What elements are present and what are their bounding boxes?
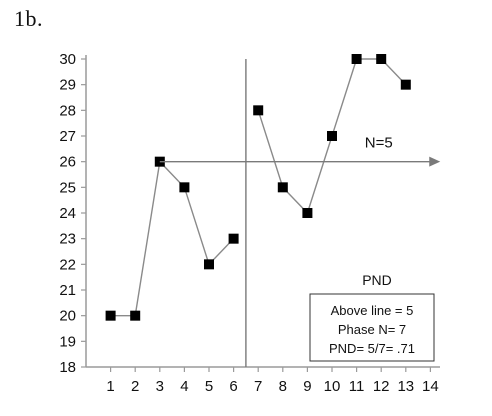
- x-tick-label: 11: [349, 378, 365, 395]
- chart-annotations: N=5 PND Above line = 5 Phase N= 7 PND= 5/7= …: [159, 135, 441, 362]
- x-tick-label: 8: [279, 378, 287, 395]
- reference-line-arrowhead: [429, 156, 441, 167]
- x-tick-label: 2: [131, 378, 139, 395]
- data-point: [130, 310, 141, 321]
- data-point: [179, 182, 190, 193]
- data-point: [351, 54, 362, 64]
- data-point: [228, 233, 239, 244]
- data-point: [277, 182, 288, 193]
- data-point: [376, 54, 387, 64]
- data-point: [253, 105, 264, 116]
- y-tick-label: 23: [59, 231, 76, 248]
- data-point: [302, 208, 313, 218]
- x-tick-label: 9: [303, 378, 311, 395]
- data-point: [105, 310, 116, 321]
- y-tick-label: 25: [59, 179, 76, 196]
- y-tick-label: 21: [59, 282, 76, 299]
- y-tick-label: 26: [59, 154, 76, 171]
- reference-line-label: N=5: [365, 135, 393, 152]
- data-point: [400, 79, 411, 90]
- y-tick-label: 18: [59, 359, 76, 376]
- x-tick-label: 1: [106, 378, 114, 395]
- x-tick-label: 7: [254, 378, 262, 395]
- x-tick-label: 6: [229, 378, 237, 395]
- x-tick-label: 14: [422, 378, 439, 395]
- data-point: [327, 131, 337, 141]
- pnd-box-line: Above line = 5: [331, 303, 414, 318]
- x-tick-label: 10: [324, 378, 341, 395]
- panel-label: 1b.: [14, 6, 43, 31]
- y-tick-label: 20: [59, 308, 76, 325]
- y-tick-label: 29: [59, 77, 76, 94]
- y-tick-label: 28: [59, 102, 76, 119]
- y-tick-label: 24: [59, 205, 76, 222]
- x-tick-label: 3: [156, 378, 164, 395]
- x-tick-label: 4: [180, 378, 188, 395]
- x-tick-label: 5: [205, 378, 213, 395]
- pnd-title: PND: [362, 272, 392, 288]
- y-tick-label: 22: [59, 256, 76, 273]
- y-tick-label: 30: [59, 51, 76, 68]
- data-point: [204, 259, 214, 270]
- y-tick-label: 27: [59, 128, 76, 145]
- y-tick-label: 19: [59, 333, 76, 350]
- x-tick-label: 13: [397, 378, 414, 395]
- series-line: [110, 160, 235, 317]
- pnd-box-line: Phase N= 7: [338, 322, 406, 337]
- pnd-box-line: PND= 5/7= .71: [329, 341, 415, 356]
- pnd-box: [309, 293, 435, 362]
- chart-marks: [105, 54, 411, 321]
- x-tick-label: 12: [373, 378, 390, 395]
